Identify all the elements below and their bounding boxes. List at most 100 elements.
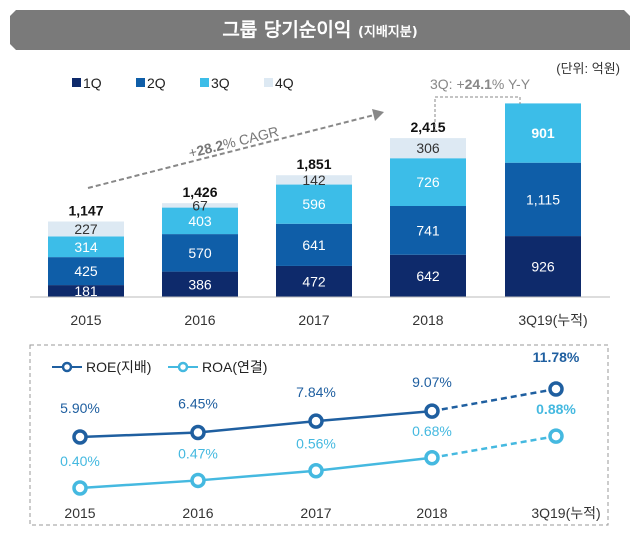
bar-segment <box>276 223 352 266</box>
bar-value-label: 741 <box>416 222 440 238</box>
title: 그룹 당기순이익 <box>222 19 352 41</box>
bar-value-label: 386 <box>188 276 212 292</box>
bar-value-label: 306 <box>416 140 440 156</box>
data-point <box>308 413 324 429</box>
bar-segment <box>162 203 238 208</box>
legend-label: 1Q <box>83 75 102 91</box>
unit-label: (단위: 억원) <box>556 61 620 76</box>
bar-segment <box>48 236 124 258</box>
bar-value-label: 1,115 <box>526 191 560 207</box>
bar-segment <box>162 271 238 297</box>
data-label: 0.47% <box>178 445 218 461</box>
bar-segment <box>390 254 466 297</box>
bar-segment <box>505 162 581 237</box>
bar-value-label: 641 <box>302 237 326 253</box>
x-tick-label: 2017 <box>298 312 329 328</box>
bar-segment <box>505 103 581 163</box>
bar-value-label: 425 <box>74 263 98 279</box>
bar-total-label: 1,147 <box>68 203 103 219</box>
data-point <box>190 424 206 441</box>
x-tick-label: 3Q19(누적) <box>531 505 600 521</box>
legend-label: ROE(지배) <box>86 359 151 375</box>
legend-swatch <box>200 78 209 87</box>
bar-value-label: 227 <box>74 221 98 237</box>
bar-value-label: 570 <box>188 245 212 261</box>
data-label: 6.45% <box>178 396 218 412</box>
data-label: 9.07% <box>412 374 452 390</box>
legend-marker <box>61 361 73 373</box>
line-segment <box>79 431 199 439</box>
legend-label: 2Q <box>147 75 166 91</box>
data-label: 0.56% <box>296 436 336 452</box>
x-tick-label: 2018 <box>412 312 443 328</box>
line-segment <box>79 479 199 490</box>
data-point <box>308 462 324 479</box>
bar-segment <box>390 138 466 159</box>
data-point <box>424 403 440 419</box>
yoy-bracket <box>434 96 521 132</box>
bar-value-label: 726 <box>416 174 440 190</box>
bar-segment <box>48 221 124 237</box>
legend-label: ROA(연결) <box>202 359 267 375</box>
line-segment <box>197 469 317 482</box>
bar-segment <box>162 207 238 235</box>
bar-value-label: 142 <box>302 172 326 188</box>
bar-segment <box>276 175 352 185</box>
legend-swatch <box>264 78 273 87</box>
data-label: 7.84% <box>296 384 336 400</box>
data-point <box>190 472 206 489</box>
line-segment <box>197 419 317 434</box>
x-tick-label: 2017 <box>300 505 331 521</box>
data-point <box>548 381 564 397</box>
line-chart-frame <box>29 344 609 526</box>
legend-label: 4Q <box>275 75 294 91</box>
data-label: 0.40% <box>60 453 100 469</box>
title-bar: 그룹 당기순이익 (지배지분) <box>10 10 630 50</box>
data-point <box>548 428 564 444</box>
cagr-arrowhead <box>372 109 384 121</box>
x-tick-label: 3Q19(누적) <box>518 312 587 328</box>
data-point <box>424 450 440 466</box>
bar-segment <box>48 257 124 286</box>
bar-value-label: 67 <box>192 197 208 213</box>
cagr-label: +28.2% CAGR <box>187 123 280 161</box>
bar-total-label: 2,415 <box>410 119 445 135</box>
line-segment <box>315 456 433 472</box>
cagr-arrow <box>87 113 379 189</box>
line-segment <box>431 387 557 413</box>
bar-segment <box>162 234 238 272</box>
legend-swatch <box>72 78 81 87</box>
data-point <box>72 480 88 496</box>
bar-value-label: 926 <box>531 259 555 275</box>
x-tick-label: 2018 <box>416 505 447 521</box>
bar-segment <box>276 184 352 224</box>
x-tick-label: 2015 <box>64 505 95 521</box>
line-segment <box>431 434 557 459</box>
bar-total-label: 1,851 <box>296 156 331 172</box>
data-label: 0.88% <box>536 401 576 417</box>
x-tick-label: 2016 <box>182 505 213 521</box>
title-sub: (지배지분) <box>357 25 418 40</box>
bar-value-label: 642 <box>416 268 440 284</box>
data-point <box>72 429 88 445</box>
bar-segment <box>505 236 581 297</box>
bar-segment <box>390 205 466 255</box>
bar-segment <box>48 285 124 297</box>
bar-value-label: 472 <box>302 273 326 289</box>
x-tick-label: 2016 <box>184 312 215 328</box>
x-tick-label: 2015 <box>70 312 101 328</box>
yoy-label: 3Q: +24.1% Y-Y <box>430 76 531 92</box>
data-label: 0.68% <box>412 423 452 439</box>
legend-label: 3Q <box>211 75 230 91</box>
data-label: 11.78% <box>533 349 580 365</box>
bar-total-label: 1,426 <box>182 184 217 200</box>
legend-swatch <box>136 78 145 87</box>
data-label: 5.90% <box>60 400 100 416</box>
bar-segment <box>390 158 466 206</box>
bar-segment <box>276 265 352 297</box>
bar-value-label: 181 <box>74 283 98 299</box>
bar-value-label: 403 <box>188 213 212 229</box>
bar-value-label: 596 <box>302 196 326 212</box>
